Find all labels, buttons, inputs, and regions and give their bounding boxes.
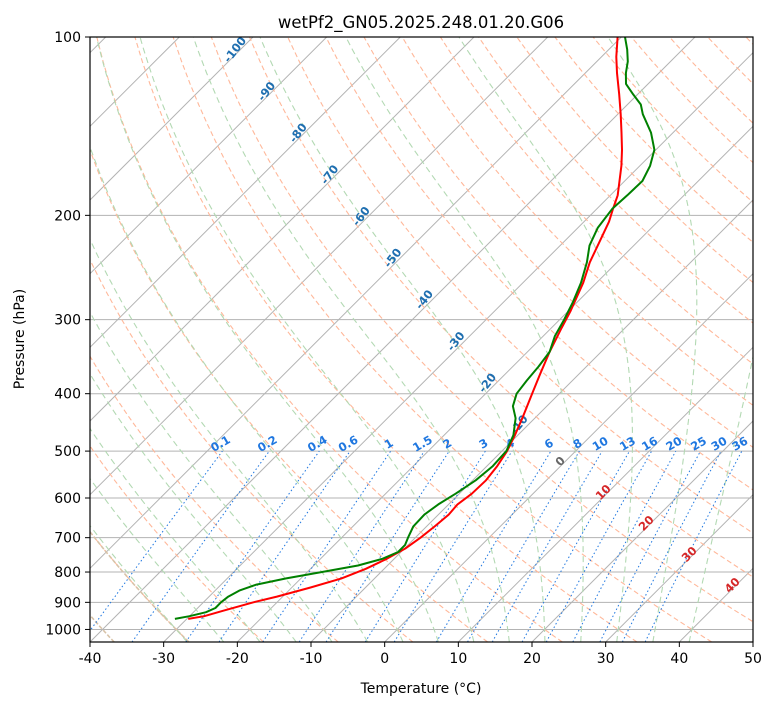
- chart-title: wetPf2_GN05.2025.248.01.20.G06: [278, 13, 564, 33]
- x-tick-label: 30: [597, 651, 615, 667]
- mixing-ratio-line: [262, 450, 392, 642]
- x-tick-label: -30: [152, 651, 175, 667]
- y-axis: 100 200 300 400 500 600 700 800 900 1000: [45, 30, 90, 638]
- mixing-ratio-line: [572, 450, 677, 642]
- dry-adiabat-line: [90, 445, 264, 642]
- x-tick-label: 0: [380, 651, 389, 667]
- y-tick-label: 900: [54, 595, 81, 611]
- x-tick-label: 50: [744, 651, 762, 667]
- moist-adiabat-line: [139, 37, 475, 642]
- dry-adiabat-line: [401, 37, 753, 407]
- dewpoint-profile-line: [174, 37, 656, 620]
- x-tick-label: 10: [449, 651, 467, 667]
- dry-adiabat-line: [248, 37, 753, 578]
- y-tick-label: 300: [54, 313, 81, 329]
- y-axis-title: Pressure (hPa): [12, 289, 28, 389]
- mixing-ratio-line: [644, 450, 743, 642]
- isotherm-line: [90, 37, 254, 201]
- moist-adiabat-line: [90, 311, 333, 642]
- mixing-ratio-line: [131, 450, 270, 642]
- x-axis: -40 -30 -20 -10 0 10 20 30 40 50: [79, 642, 762, 667]
- y-tick-label: 200: [54, 208, 81, 224]
- mixing-ratio-line: [521, 450, 630, 642]
- mixing-ratio-label: 20: [663, 434, 684, 454]
- y-tick-label: 100: [54, 30, 81, 46]
- y-tick-label: 800: [54, 565, 81, 581]
- moist-adiabat-line: [90, 145, 404, 642]
- mixing-ratio-line: [545, 450, 653, 642]
- moist-adiabat-line: [259, 37, 546, 642]
- dry-adiabat-line: [439, 37, 753, 365]
- x-tick-label: -40: [79, 651, 102, 667]
- dry-adiabat-line: [96, 37, 563, 642]
- mixing-ratio-label: 36: [729, 434, 750, 454]
- isotherm-line: [605, 493, 753, 642]
- moist-adiabat-line: [90, 477, 225, 642]
- moist-adiabat-line: [688, 354, 753, 642]
- dry-adiabat-line: [90, 530, 190, 642]
- y-tick-label: 600: [54, 491, 81, 507]
- mixing-ratio-label: 25: [688, 434, 709, 454]
- moist-adiabat-line: [192, 37, 510, 642]
- dry-adiabat-line: [90, 258, 414, 642]
- dry-adiabat-line: [172, 37, 712, 642]
- isotherm-line: [90, 37, 475, 422]
- isotherm-line: [90, 37, 549, 496]
- mixing-ratio-label: 16: [639, 434, 660, 454]
- plot-frame: [89, 36, 754, 643]
- x-tick-label: 20: [523, 651, 541, 667]
- y-tick-label: 700: [54, 531, 81, 547]
- dry-adiabat-line: [134, 37, 638, 642]
- x-tick-label: -20: [226, 651, 249, 667]
- mixing-ratio-line: [218, 450, 351, 642]
- dry-adiabat-line: [325, 37, 753, 491]
- moist-adiabat-line: [90, 238, 369, 642]
- moist-adiabat-line: [90, 524, 188, 642]
- background-lines: [90, 37, 753, 642]
- isotherm-line: [531, 420, 753, 642]
- mixing-ratio-line: [298, 450, 425, 642]
- mixing-ratio-line: [90, 450, 223, 632]
- isotherm-line: [384, 272, 753, 642]
- x-axis-title: Temperature (°C): [360, 681, 482, 697]
- mixing-ratio-label: 10: [590, 434, 611, 454]
- mixing-ratio-line: [393, 450, 513, 642]
- y-tick-label: 400: [54, 387, 81, 403]
- dry-adiabat-line: [90, 355, 339, 642]
- dry-adiabat-line: [90, 148, 488, 642]
- isotherm-line: [310, 199, 753, 642]
- isotherm-line: [457, 346, 753, 642]
- moist-adiabat-line: [607, 37, 698, 642]
- isotherm-line: [90, 37, 622, 570]
- dry-adiabat-line: [210, 37, 753, 623]
- dry-adiabat-line: [516, 37, 753, 284]
- temperature-profile-line: [188, 37, 623, 620]
- isotherm-line: [90, 37, 696, 642]
- moist-adiabat-line: [345, 37, 584, 642]
- x-tick-label: -10: [300, 651, 323, 667]
- mixing-ratio-label: 13: [617, 434, 638, 454]
- moist-adiabat-line: [95, 37, 439, 642]
- x-tick-label: 40: [670, 651, 688, 667]
- mixing-ratio-line: [185, 450, 320, 642]
- isotherm-line: [236, 125, 753, 642]
- mixing-ratio-label: 30: [709, 434, 730, 454]
- isotherm-line: [163, 51, 753, 642]
- isotherm-line: [90, 37, 328, 275]
- profile-lines: [174, 37, 656, 620]
- y-tick-label: 1000: [45, 622, 81, 638]
- y-tick-label: 500: [54, 444, 81, 460]
